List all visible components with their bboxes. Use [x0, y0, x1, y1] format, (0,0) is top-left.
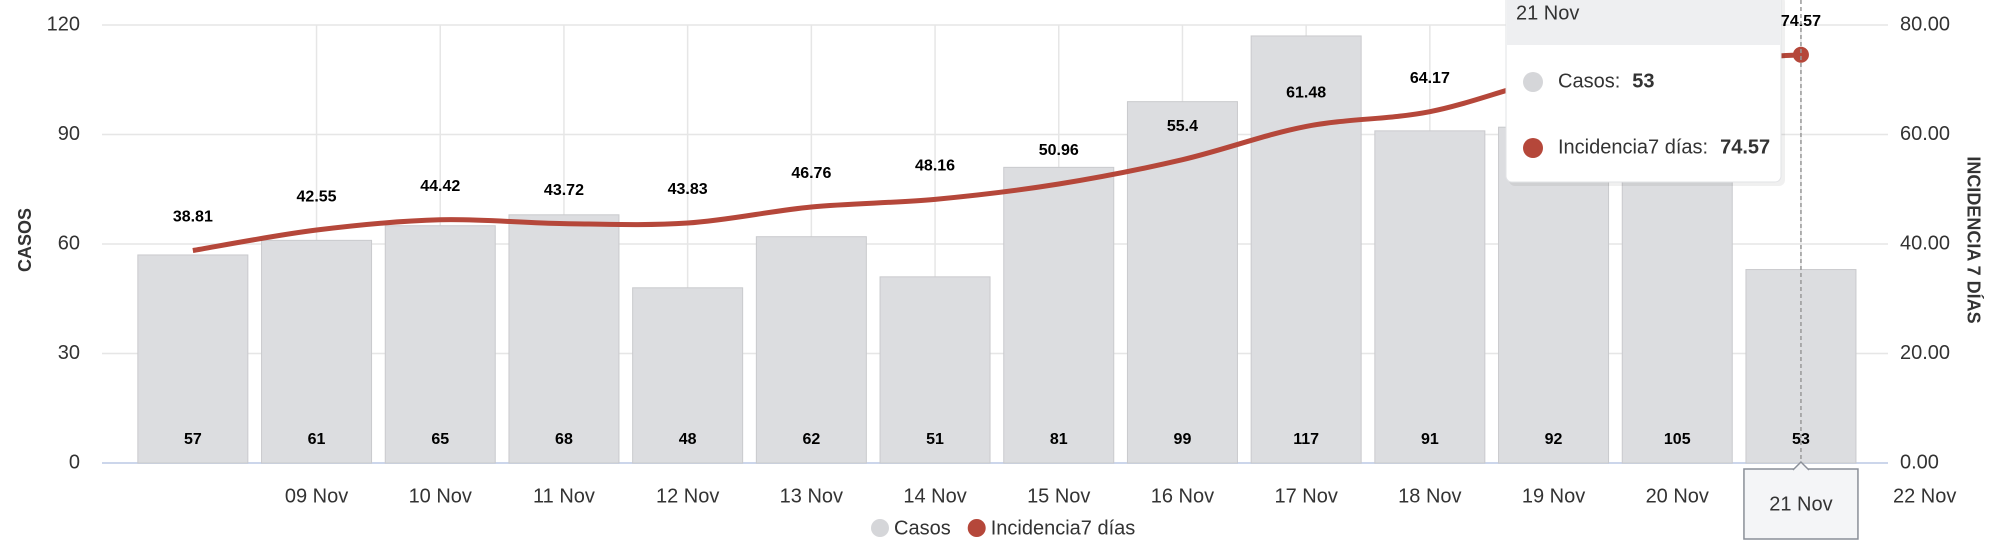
bar-value-label: 61	[308, 431, 326, 448]
bar	[508, 214, 620, 464]
line-value-label: 55.4	[1167, 118, 1198, 135]
bar	[755, 236, 867, 464]
line-value-label: 46.76	[791, 165, 831, 182]
y-tick-label: 90	[58, 123, 80, 145]
line-value-label: 44.42	[420, 178, 460, 195]
line-value-label: 43.72	[544, 182, 584, 199]
x-tick-label: 16 Nov	[1151, 485, 1214, 507]
x-tick-label: 21 Nov	[1769, 493, 1832, 515]
bar-value-label: 51	[926, 431, 944, 448]
bar	[1126, 101, 1238, 464]
line-value-label: 64.17	[1410, 70, 1450, 87]
bar-value-label: 57	[184, 431, 202, 448]
line-value-label: 50.96	[1039, 142, 1079, 159]
x-tick-label: 19 Nov	[1522, 485, 1585, 507]
x-tick-label: 20 Nov	[1646, 485, 1709, 507]
bar	[1250, 35, 1362, 464]
y2-tick-label: 20.00	[1900, 342, 1950, 364]
line-value-label: 38.81	[173, 209, 213, 226]
x-tick-label: 12 Nov	[656, 485, 719, 507]
y-tick-label: 0	[69, 451, 80, 473]
line-value-label: 43.83	[668, 181, 708, 198]
y2-tick-label: 40.00	[1900, 232, 1950, 254]
legend-marker	[871, 519, 889, 537]
line-value-label: 42.55	[297, 188, 337, 205]
y2-axis-title: INCIDENCIA 7 DÍAS	[1963, 156, 1984, 323]
tooltip-value: 74.57	[1720, 136, 1770, 158]
tooltip-header	[1507, 0, 1780, 45]
tooltip-value: 53	[1632, 70, 1654, 92]
bar	[1374, 130, 1486, 464]
tooltip-box	[1505, 0, 1782, 183]
line-marker	[1792, 46, 1809, 63]
bar-value-label: 91	[1421, 431, 1439, 448]
y2-tick-label: 0.00	[1900, 451, 1939, 473]
x-tick-label: 10 Nov	[409, 485, 472, 507]
x-tick-label: 09 Nov	[285, 485, 348, 507]
x-tick-label: 14 Nov	[903, 485, 966, 507]
x-tick-label: 22 Nov	[1893, 485, 1956, 507]
x-tick-label: 17 Nov	[1274, 485, 1337, 507]
bar-value-label: 68	[555, 431, 573, 448]
legend-label[interactable]: Casos	[894, 517, 951, 539]
tooltip-title: 21 Nov	[1516, 2, 1579, 24]
y2-tick-label: 60.00	[1900, 123, 1950, 145]
bar-value-label: 92	[1545, 431, 1563, 448]
tooltip-marker	[1523, 138, 1543, 158]
bar-value-label: 99	[1174, 431, 1192, 448]
bar	[261, 239, 373, 464]
bar-value-label: 53	[1792, 431, 1810, 448]
tooltip: 21 Nov Casos: 53 Incidencia7 días: 74.57	[1505, 0, 1785, 186]
bar	[632, 287, 744, 464]
y-tick-label: 120	[47, 13, 80, 35]
bar-value-label: 81	[1050, 431, 1068, 448]
x-tick-label: 15 Nov	[1027, 485, 1090, 507]
bar	[384, 225, 496, 464]
bar	[1498, 126, 1610, 464]
line-value-label: 61.48	[1286, 85, 1326, 102]
bar-value-label: 48	[679, 431, 697, 448]
bar-value-label: 117	[1293, 431, 1319, 448]
legend-label[interactable]: Incidencia7 días	[991, 517, 1136, 539]
x-tick-label: 13 Nov	[780, 485, 843, 507]
crosshair-label-pointer	[1792, 460, 1810, 471]
tooltip-label: Incidencia7 días:	[1558, 136, 1708, 158]
y-axis-title: CASOS	[15, 208, 35, 272]
bar	[1003, 166, 1115, 464]
bar-value-label: 62	[802, 431, 820, 448]
y-tick-label: 30	[58, 342, 80, 364]
bar	[879, 276, 991, 464]
x-tick-label: 11 Nov	[533, 485, 595, 507]
legend-marker	[967, 519, 986, 537]
line-value-label: 48.16	[915, 158, 955, 175]
bar-value-label: 105	[1664, 431, 1691, 448]
bar-value-label: 65	[431, 431, 449, 448]
y2-tick-label: 80.00	[1900, 13, 1950, 35]
tooltip-label: Casos:	[1558, 70, 1620, 92]
x-tick-label: 18 Nov	[1398, 485, 1461, 507]
crosshair-label-box	[1743, 468, 1859, 540]
tooltip-marker	[1523, 72, 1543, 92]
bar	[137, 254, 249, 464]
y-tick-label: 60	[58, 232, 80, 254]
